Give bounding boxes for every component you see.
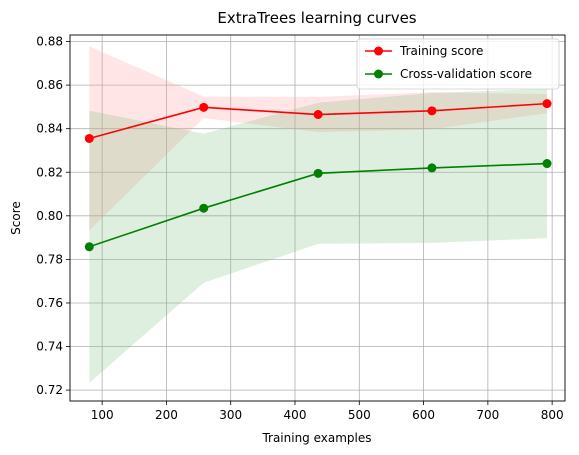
x-axis-label: Training examples (261, 431, 371, 445)
legend-label: Training score (399, 44, 483, 58)
series-points (84, 99, 552, 252)
chart-title: ExtraTrees learning curves (217, 9, 416, 27)
x-tick-label: 300 (219, 408, 242, 422)
confidence-band (89, 88, 548, 383)
y-tick-label: 0.78 (36, 252, 63, 266)
confidence-band (89, 46, 548, 231)
y-tick-label: 0.74 (36, 340, 63, 354)
y-tick-label: 0.86 (36, 78, 63, 92)
y-tick-label: 0.72 (36, 383, 63, 397)
data-point (427, 106, 437, 116)
confidence-bands (89, 46, 548, 383)
data-point (542, 159, 552, 169)
data-point (427, 163, 437, 173)
data-point (199, 203, 209, 213)
y-axis-label: Score (9, 201, 23, 235)
y-tick-label: 0.82 (36, 165, 63, 179)
x-tick-label: 200 (155, 408, 178, 422)
plot-frame (69, 34, 566, 402)
y-tick-label: 0.84 (36, 122, 63, 136)
data-point (84, 242, 94, 252)
x-tick-label: 100 (91, 408, 114, 422)
tick-labels: 100 200 300 400 500 600 700 800 0.72 0.74 0.76 0.78… (36, 35, 563, 422)
data-point (542, 99, 552, 109)
legend: Training score Cross-validation score (356, 38, 560, 90)
legend-box (356, 38, 560, 90)
data-point (313, 110, 323, 120)
y-tick-label: 0.88 (36, 35, 63, 49)
axes (66, 34, 566, 405)
x-tick-label: 800 (541, 408, 564, 422)
x-tick-label: 400 (284, 408, 307, 422)
data-point (84, 133, 94, 143)
y-tick-label: 0.80 (36, 209, 63, 223)
x-tick-label: 700 (476, 408, 499, 422)
data-point (313, 168, 323, 178)
legend-marker (374, 46, 383, 56)
x-tick-label: 500 (348, 408, 371, 422)
data-point (199, 102, 209, 112)
x-tick-label: 600 (412, 408, 435, 422)
legend-marker (374, 69, 383, 79)
y-tick-label: 0.76 (36, 296, 63, 310)
legend-label: Cross-validation score (400, 67, 532, 81)
